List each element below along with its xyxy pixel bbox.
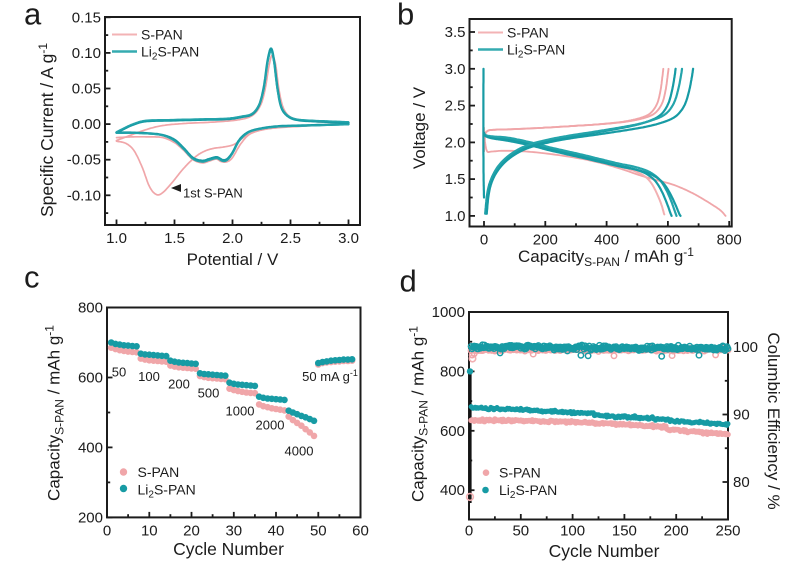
svg-text:100: 100 <box>138 369 160 384</box>
svg-text:0.00: 0.00 <box>72 116 101 133</box>
svg-text:S-PAN: S-PAN <box>138 464 180 480</box>
svg-text:50 mA g-1: 50 mA g-1 <box>302 368 358 384</box>
svg-text:1000: 1000 <box>226 404 255 419</box>
svg-text:400: 400 <box>594 232 619 249</box>
svg-text:S-PAN: S-PAN <box>499 465 541 481</box>
svg-text:-0.10: -0.10 <box>67 187 101 204</box>
svg-text:0.10: 0.10 <box>72 45 101 62</box>
svg-text:2.0: 2.0 <box>445 134 466 151</box>
svg-text:800: 800 <box>440 363 465 380</box>
svg-text:3.5: 3.5 <box>445 24 466 41</box>
svg-text:b: b <box>397 0 414 32</box>
svg-text:100: 100 <box>560 523 585 540</box>
svg-text:200: 200 <box>168 377 190 392</box>
svg-text:0: 0 <box>103 522 111 539</box>
svg-text:20: 20 <box>183 522 200 539</box>
svg-text:Cycle Number: Cycle Number <box>549 541 660 561</box>
svg-text:Specific Current / A g-1: Specific Current / A g-1 <box>36 43 57 217</box>
svg-text:40: 40 <box>268 522 285 539</box>
svg-text:3.0: 3.0 <box>445 61 466 78</box>
svg-text:0: 0 <box>465 523 473 540</box>
svg-text:2.5: 2.5 <box>280 230 301 247</box>
svg-text:50: 50 <box>512 523 529 540</box>
svg-text:250: 250 <box>715 523 740 540</box>
svg-text:100: 100 <box>733 339 758 356</box>
svg-text:-0.05: -0.05 <box>67 152 101 169</box>
svg-text:Columbic Efficiency / %: Columbic Efficiency / % <box>764 332 783 509</box>
svg-text:200: 200 <box>664 523 689 540</box>
svg-text:S-PAN: S-PAN <box>507 25 549 41</box>
svg-text:1.0: 1.0 <box>106 230 127 247</box>
svg-text:600: 600 <box>440 423 465 440</box>
svg-text:2000: 2000 <box>256 418 285 433</box>
svg-text:400: 400 <box>440 482 465 499</box>
svg-text:500: 500 <box>198 386 220 401</box>
svg-text:60: 60 <box>352 522 369 539</box>
svg-text:Voltage / V: Voltage / V <box>410 86 429 169</box>
svg-text:4000: 4000 <box>285 444 314 459</box>
svg-text:S-PAN: S-PAN <box>141 27 183 43</box>
svg-text:30: 30 <box>225 522 242 539</box>
svg-text:3.0: 3.0 <box>338 230 359 247</box>
svg-text:0.05: 0.05 <box>72 81 101 98</box>
svg-text:800: 800 <box>78 300 103 317</box>
svg-text:200: 200 <box>78 509 103 526</box>
svg-text:1.5: 1.5 <box>445 171 466 188</box>
svg-text:600: 600 <box>655 232 680 249</box>
svg-text:200: 200 <box>533 232 558 249</box>
svg-text:50: 50 <box>112 365 126 380</box>
svg-text:2.5: 2.5 <box>445 98 466 115</box>
svg-text:Cycle Number: Cycle Number <box>173 539 284 559</box>
svg-text:0: 0 <box>480 232 488 249</box>
svg-text:800: 800 <box>717 232 742 249</box>
svg-text:a: a <box>24 0 42 32</box>
svg-text:50: 50 <box>310 522 327 539</box>
svg-text:600: 600 <box>78 370 103 387</box>
svg-text:0.15: 0.15 <box>72 9 101 26</box>
svg-text:80: 80 <box>733 474 750 491</box>
svg-text:Li2S-PAN: Li2S-PAN <box>141 44 199 63</box>
svg-text:1.5: 1.5 <box>164 230 185 247</box>
svg-text:1.0: 1.0 <box>445 208 466 225</box>
svg-text:150: 150 <box>612 523 637 540</box>
svg-text:c: c <box>24 260 40 295</box>
svg-text:2.0: 2.0 <box>222 230 243 247</box>
svg-text:400: 400 <box>78 439 103 456</box>
svg-text:10: 10 <box>141 522 158 539</box>
svg-text:Potential / V: Potential / V <box>187 250 279 269</box>
svg-text:1st S-PAN: 1st S-PAN <box>183 186 243 201</box>
svg-text:90: 90 <box>733 407 750 424</box>
svg-text:d: d <box>400 264 417 299</box>
svg-text:1000: 1000 <box>432 304 465 321</box>
